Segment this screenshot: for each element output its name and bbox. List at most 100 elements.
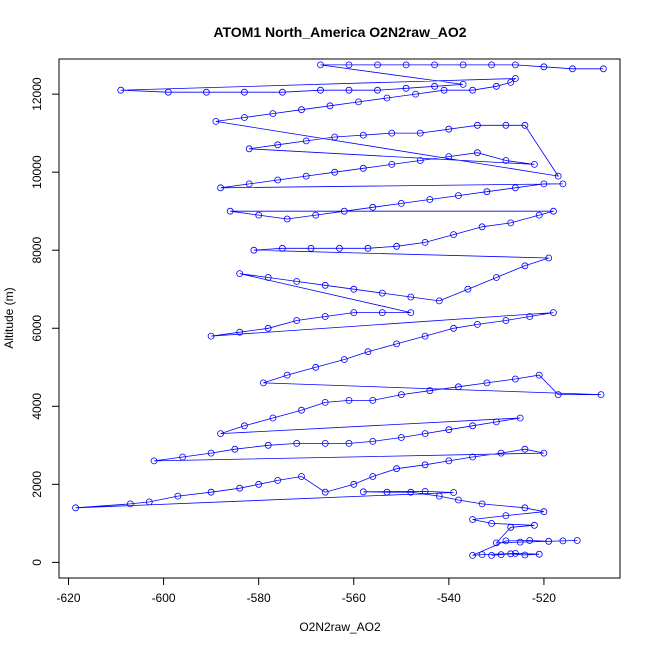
data-point [554, 391, 562, 399]
data-point [545, 537, 553, 545]
data-point [412, 90, 420, 98]
data-point [126, 500, 134, 508]
data-point [274, 176, 282, 184]
data-point [416, 157, 424, 164]
data-point [459, 81, 467, 88]
data-point [454, 192, 462, 200]
data-point [526, 313, 534, 320]
data-point [269, 414, 277, 422]
data-point [150, 457, 158, 465]
data-point [507, 219, 515, 227]
data-point [326, 102, 334, 110]
data-point [469, 86, 477, 94]
data-point [350, 285, 358, 293]
data-point [445, 125, 453, 133]
data-point [421, 487, 429, 495]
x-tick-label: -620 [56, 591, 80, 605]
data-point [207, 332, 215, 340]
data-point [240, 88, 248, 96]
data-point [236, 270, 244, 278]
data-point [445, 153, 453, 161]
data-point [283, 215, 291, 223]
data-point [445, 457, 453, 465]
series-layer [72, 61, 607, 559]
data-point [459, 61, 467, 69]
data-point [573, 537, 581, 544]
x-axis-label: O2N2raw_AO2 [299, 620, 381, 634]
data-point [374, 86, 381, 94]
data-point [345, 396, 353, 404]
data-point [521, 262, 529, 270]
y-axis-label: Altitude (m) [2, 287, 16, 348]
data-point [488, 61, 496, 69]
y-tick-label: 6000 [30, 315, 44, 342]
data-point [174, 492, 182, 500]
x-tick-label: -580 [247, 591, 271, 605]
y-tick-label: 8000 [30, 237, 44, 264]
data-point [269, 110, 277, 117]
data-point [478, 551, 486, 558]
plot-area [58, 58, 621, 579]
data-point [336, 244, 343, 252]
data-point [393, 465, 401, 473]
data-point [298, 406, 305, 414]
data-point [535, 550, 543, 558]
data-point [293, 439, 301, 447]
data-point [569, 65, 576, 73]
data-point [293, 317, 301, 324]
data-point [359, 164, 367, 172]
data-point [502, 157, 510, 164]
data-point [202, 88, 210, 96]
data-point [345, 61, 353, 69]
data-point [212, 118, 220, 125]
x-tick-label: -600 [152, 591, 176, 605]
data-point [426, 196, 434, 203]
data-point [512, 550, 519, 557]
chart-title: ATOM1 North_America O2N2raw_AO2 [213, 24, 466, 40]
data-point [492, 539, 500, 547]
data-point [512, 61, 519, 69]
data-point [240, 422, 248, 430]
data-point [488, 552, 496, 559]
data-point [240, 114, 248, 121]
data-point [512, 375, 519, 383]
data-point [378, 309, 386, 317]
data-point [597, 391, 605, 399]
data-point [340, 356, 348, 363]
data-point [559, 537, 567, 545]
data-point [516, 538, 524, 546]
data-point [298, 473, 305, 480]
y-tick-label: 4000 [30, 393, 44, 420]
data-point [416, 129, 424, 137]
data-point [317, 61, 324, 69]
data-point [540, 508, 548, 516]
data-point [435, 492, 443, 500]
data-point [492, 274, 500, 281]
data-point [526, 537, 534, 544]
data-point [302, 137, 310, 145]
data-point [531, 521, 538, 529]
x-tick-label: -560 [342, 591, 366, 605]
data-point [435, 297, 443, 305]
data-point [179, 453, 187, 461]
data-point [245, 180, 253, 188]
data-point [321, 488, 329, 496]
data-point [512, 184, 519, 192]
data-point [245, 145, 253, 153]
data-point [478, 500, 486, 508]
y-axis: 0 2000 4000 6000 8000 10000 12000 [30, 77, 60, 566]
data-point [283, 371, 291, 379]
data-point [550, 309, 557, 317]
data-point [321, 313, 329, 320]
data-point [226, 207, 234, 215]
data-point [264, 441, 272, 449]
data-point [483, 188, 491, 196]
data-point [393, 242, 401, 250]
data-point [274, 141, 282, 149]
data-point [340, 207, 348, 215]
data-point [321, 439, 329, 447]
data-point [393, 340, 401, 348]
data-point [264, 274, 272, 281]
data-point [521, 504, 529, 512]
data-point [497, 449, 505, 457]
